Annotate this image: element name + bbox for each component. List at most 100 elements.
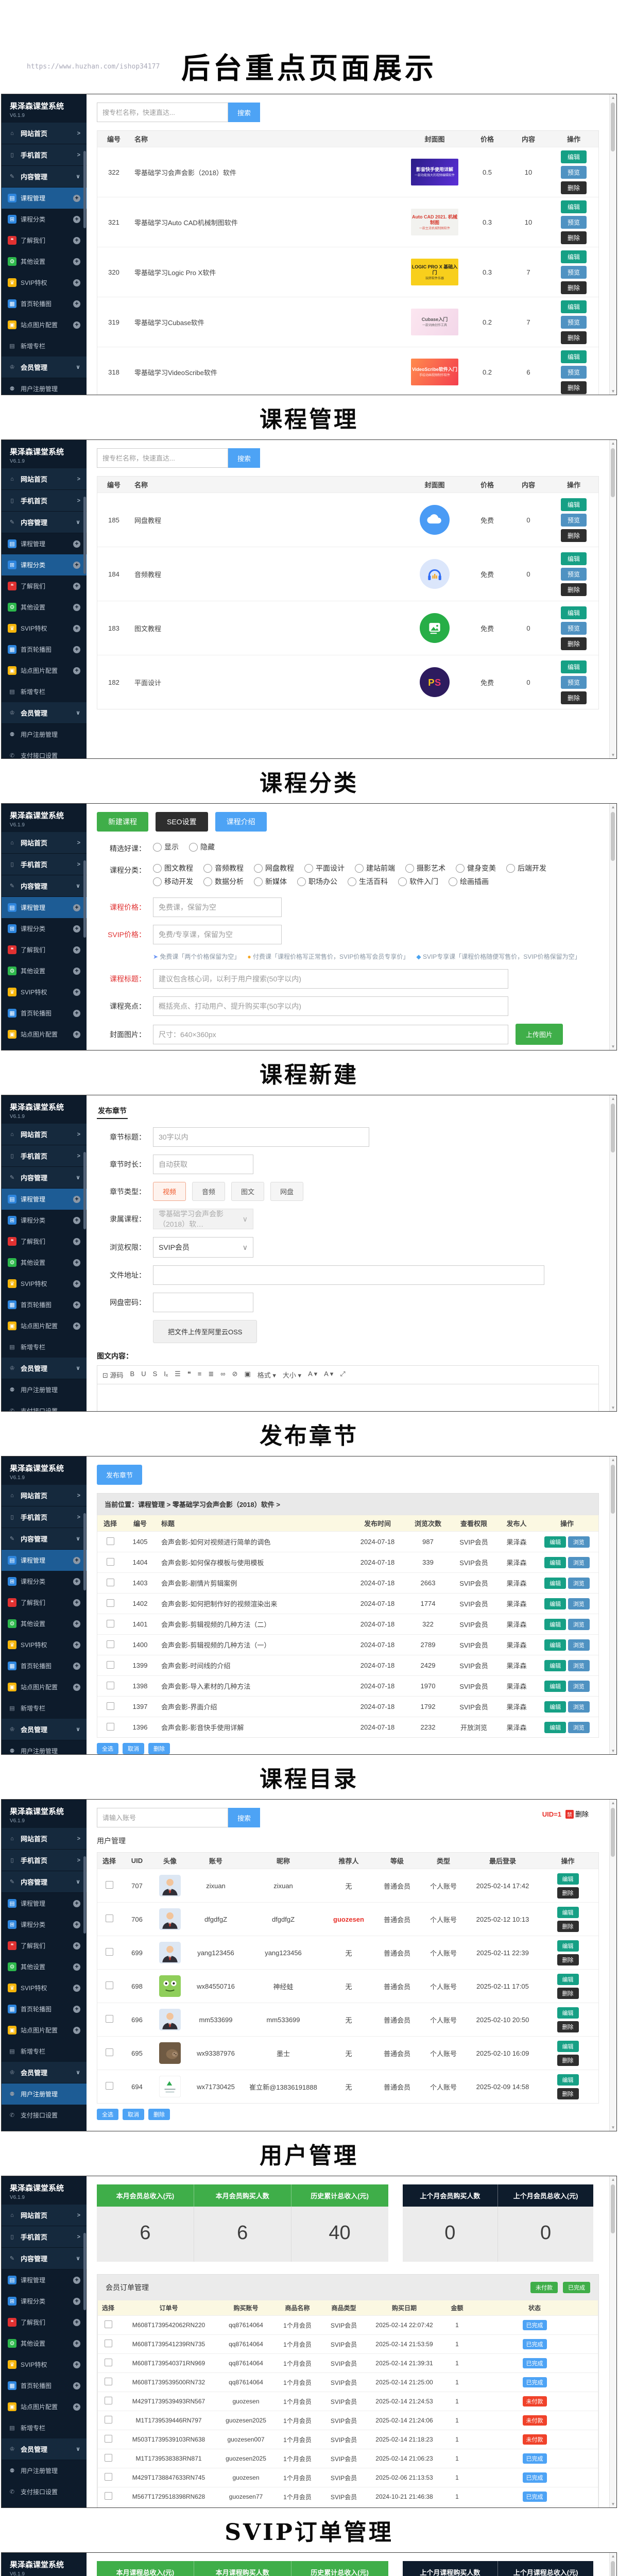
sidebar-item-2[interactable]: ✎ 内容管理 ∨ xyxy=(2,875,87,897)
expand-plus-icon[interactable]: + xyxy=(73,967,80,975)
sidebar-item-7[interactable]: ♛ SVIP特权 + xyxy=(2,981,87,1003)
editor-tool[interactable]: ▣ xyxy=(244,1370,251,1378)
sidebar-item-0[interactable]: ⌂ 网站首页 > xyxy=(2,1828,87,1850)
edit-button[interactable]: 编辑 xyxy=(557,1873,579,1885)
view-button[interactable]: 浏览 xyxy=(568,1556,590,1568)
oss-upload-button[interactable]: 把文件上传至阿里云OSS xyxy=(153,1320,258,1343)
edit-button[interactable]: 编辑 xyxy=(560,552,587,565)
editor-tool[interactable]: ❝ xyxy=(187,1370,191,1378)
edit-button[interactable]: 编辑 xyxy=(560,300,587,313)
radio-icon[interactable] xyxy=(348,877,356,886)
search-input[interactable] xyxy=(97,448,228,468)
page-scrollbar[interactable]: ▲▼ xyxy=(609,440,616,758)
sidebar-item-7[interactable]: ♛ SVIP特权 + xyxy=(2,1634,87,1655)
editor-tool[interactable]: A ▾ xyxy=(324,1370,334,1378)
preview-button[interactable]: 预览 xyxy=(560,567,587,581)
radio-option[interactable]: 新媒体 xyxy=(254,876,287,887)
course-highlight-input[interactable] xyxy=(153,996,508,1016)
sidebar-item-3[interactable]: ▤ 课程管理 + xyxy=(2,1893,87,1914)
radio-option[interactable]: 平面设计 xyxy=(304,863,345,873)
sidebar-item-0[interactable]: ⌂ 网站首页 > xyxy=(2,123,87,144)
sidebar-item-9[interactable]: ▣ 站点图片配置 + xyxy=(2,314,87,335)
sidebar-item-9[interactable]: ▣ 站点图片配置 + xyxy=(2,1676,87,1698)
sidebar-item-1[interactable]: ▯ 手机首页 > xyxy=(2,1145,87,1167)
edit-button[interactable]: 编辑 xyxy=(544,1536,566,1548)
row-checkbox[interactable] xyxy=(104,2435,112,2443)
radio-icon[interactable] xyxy=(153,877,162,886)
sidebar-item-10[interactable]: ▤ 新增专栏 xyxy=(2,681,87,702)
search-button[interactable]: 搜索 xyxy=(228,103,260,122)
sidebar-item-1[interactable]: ▯ 手机首页 > xyxy=(2,144,87,166)
page-scrollbar[interactable]: ▲▼ xyxy=(609,1800,616,2131)
radio-icon[interactable] xyxy=(153,863,162,873)
sidebar-item-10[interactable]: ▤ 新增专栏 xyxy=(2,335,87,357)
radio-icon[interactable] xyxy=(405,863,414,873)
sidebar-item-0[interactable]: ⌂ 网站首页 > xyxy=(2,1485,87,1506)
expand-plus-icon[interactable]: + xyxy=(73,2318,80,2326)
edit-button[interactable]: 编辑 xyxy=(560,200,587,213)
edit-button[interactable]: 编辑 xyxy=(560,498,587,511)
sidebar-item-2[interactable]: ✎ 内容管理 ∨ xyxy=(2,1167,87,1189)
view-button[interactable]: 浏览 xyxy=(568,1659,590,1671)
row-checkbox[interactable] xyxy=(105,1914,113,1922)
sidebar-item-11[interactable]: ♔ 会员管理 ∨ xyxy=(2,357,87,378)
sidebar-item-7[interactable]: ♛ SVIP特权 + xyxy=(2,1977,87,1998)
expand-plus-icon[interactable]: + xyxy=(73,1322,80,1330)
sidebar-item-5[interactable]: ❝ 了解我们 + xyxy=(2,939,87,960)
expand-plus-icon[interactable]: + xyxy=(73,1984,80,1992)
expand-plus-icon[interactable]: + xyxy=(73,1578,80,1585)
parent-course-select[interactable]: 零基础学习会声会影（2018）软… ∨ xyxy=(153,1209,253,1229)
expand-plus-icon[interactable]: + xyxy=(73,1259,80,1266)
edit-button[interactable]: 编辑 xyxy=(544,1577,566,1589)
radio-option[interactable]: 生活百科 xyxy=(348,876,388,887)
expand-plus-icon[interactable]: + xyxy=(73,1641,80,1649)
search-button[interactable]: 搜索 xyxy=(228,1808,260,1827)
radio-option[interactable]: 网盘教程 xyxy=(254,863,294,873)
sidebar-item-2[interactable]: ✎ 内容管理 ∨ xyxy=(2,166,87,188)
row-checkbox[interactable] xyxy=(106,1640,114,1648)
sidebar-item-0[interactable]: ⌂ 网站首页 > xyxy=(2,2205,87,2226)
expand-plus-icon[interactable]: + xyxy=(73,2340,80,2347)
radio-option[interactable]: 健身变美 xyxy=(456,863,496,873)
expand-plus-icon[interactable]: + xyxy=(73,2297,80,2305)
sidebar-item-4[interactable]: ⊞ 课程分类 + xyxy=(2,2291,87,2312)
sidebar-item-7[interactable]: ♛ SVIP特权 + xyxy=(2,618,87,639)
sidebar-item-6[interactable]: ⚙ 其他设置 + xyxy=(2,960,87,981)
expand-plus-icon[interactable]: + xyxy=(73,2026,80,2034)
sidebar-item-12[interactable]: ⚉ 用户注册管理 xyxy=(2,1379,87,1400)
editor-tool[interactable]: ≡ xyxy=(197,1370,202,1378)
edit-button[interactable]: 编辑 xyxy=(557,2007,579,2019)
delete-button[interactable]: 删除 xyxy=(560,281,587,294)
delete-button[interactable]: 删除 xyxy=(560,583,587,596)
editor-tool[interactable]: S xyxy=(152,1370,158,1378)
row-checkbox[interactable] xyxy=(105,2048,113,2056)
sidebar-item-2[interactable]: ✎ 内容管理 ∨ xyxy=(2,1528,87,1550)
sidebar-item-0[interactable]: ⌂ 网站首页 > xyxy=(2,832,87,854)
radio-icon[interactable] xyxy=(297,877,306,886)
radio-option[interactable]: 数据分析 xyxy=(203,876,244,887)
radio-option[interactable]: 音频教程 xyxy=(203,863,244,873)
expand-plus-icon[interactable]: + xyxy=(73,1921,80,1928)
bulk-全选-button[interactable]: 全选 xyxy=(97,1743,118,1754)
edit-button[interactable]: 编辑 xyxy=(544,1618,566,1630)
sidebar-item-2[interactable]: ✎ 内容管理 ∨ xyxy=(2,2248,87,2269)
row-checkbox[interactable] xyxy=(106,1599,114,1607)
expand-plus-icon[interactable]: + xyxy=(73,1030,80,1038)
sidebar-item-6[interactable]: ⚙ 其他设置 + xyxy=(2,251,87,272)
sidebar-item-12[interactable]: ⚉ 用户注册管理 xyxy=(2,2460,87,2481)
sidebar-item-8[interactable]: ▦ 首页轮播图 + xyxy=(2,1998,87,2020)
preview-button[interactable]: 预览 xyxy=(560,365,587,379)
course-title-input[interactable] xyxy=(153,969,508,989)
expand-plus-icon[interactable]: + xyxy=(73,1599,80,1606)
sidebar-item-11[interactable]: ♔ 会员管理 ∨ xyxy=(2,702,87,724)
expand-plus-icon[interactable]: + xyxy=(73,1963,80,1971)
edit-button[interactable]: 编辑 xyxy=(557,1973,579,1985)
delete-button[interactable]: 删除 xyxy=(557,2021,579,2032)
row-checkbox[interactable] xyxy=(104,2473,112,2481)
editor-tool[interactable]: ⊘ xyxy=(232,1370,238,1378)
radio-icon[interactable] xyxy=(153,842,162,852)
delete-button[interactable]: 删除 xyxy=(557,1920,579,1932)
row-checkbox[interactable] xyxy=(106,1660,114,1669)
sidebar-item-4[interactable]: ⊞ 课程分类 + xyxy=(2,918,87,939)
row-checkbox[interactable] xyxy=(105,1981,113,1989)
